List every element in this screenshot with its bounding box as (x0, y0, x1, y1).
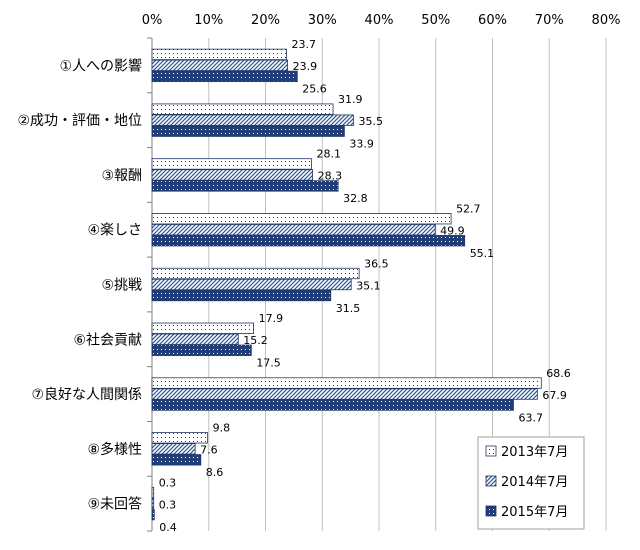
bar (151, 267, 360, 280)
x-tick-label: 0% (142, 13, 163, 28)
bar (151, 114, 354, 126)
data-label: 31.5 (336, 302, 361, 315)
bar (151, 508, 155, 521)
bar (151, 377, 542, 389)
legend-swatch (485, 445, 497, 457)
x-tick-label: 20% (251, 13, 280, 28)
bar (151, 486, 155, 499)
legend-swatch (485, 475, 497, 487)
data-label: 31.9 (338, 93, 363, 106)
bar (151, 278, 352, 291)
x-tick-label: 50% (421, 13, 450, 28)
bar (151, 399, 514, 411)
x-tick-label: 70% (535, 13, 564, 28)
data-label: 28.1 (316, 148, 341, 161)
bar (151, 454, 202, 466)
data-label: 15.2 (243, 334, 268, 347)
legend-label: 2014年7月 (501, 475, 568, 490)
x-tick-label: 40% (365, 13, 394, 28)
data-label: 23.7 (291, 38, 316, 51)
data-label: 52.7 (456, 202, 481, 215)
data-labels: 23.7 23.9 25.6 31.9 35.5 33.9 28.1 28.332.8 52.7… (159, 38, 571, 534)
bar (151, 169, 314, 181)
data-label: 17.5 (256, 357, 281, 370)
data-label: 35.5 (358, 115, 383, 128)
x-tick-label: 30% (308, 13, 337, 28)
bar (151, 180, 339, 192)
bar (151, 497, 155, 510)
data-label: 8.6 (206, 466, 224, 479)
data-label: 35.1 (356, 279, 381, 292)
data-label: 0.3 (159, 498, 177, 511)
bar (151, 432, 209, 444)
legend-label: 2015年7月 (501, 505, 568, 520)
legend: 2013年7月 2014年7月 2015年7月 (477, 436, 585, 530)
bars (151, 48, 542, 521)
bar (151, 289, 332, 302)
bar (151, 213, 452, 225)
bar (151, 322, 254, 334)
data-label: 17.9 (259, 312, 284, 325)
bar (151, 158, 312, 170)
category-label: ②成功・評価・地位 (17, 113, 142, 129)
category-label: ⑦良好な人間関係 (31, 387, 142, 403)
data-label: 68.6 (546, 367, 571, 380)
x-tick-label: 60% (478, 13, 507, 28)
data-label: 0.3 (159, 476, 177, 489)
data-label: 0.4 (159, 521, 177, 534)
data-label: 25.6 (302, 83, 327, 96)
bar (151, 344, 252, 356)
x-tick-label: 10% (194, 13, 223, 28)
data-label: 23.9 (293, 60, 318, 73)
legend-label: 2013年7月 (501, 445, 568, 460)
category-label: ⑤挑戦 (101, 278, 142, 294)
data-label: 36.5 (364, 257, 389, 270)
bar (151, 333, 239, 345)
bar (151, 224, 436, 236)
category-label: ⑨未回答 (87, 496, 142, 513)
data-label: 55.1 (470, 247, 495, 260)
bar (151, 388, 538, 400)
data-label: 63.7 (518, 411, 543, 424)
x-axis-ticks: 0% 10% 20% 30% 40% 50% 60% 70% 80% (142, 13, 621, 28)
data-label: 9.8 (213, 422, 231, 435)
bar (151, 443, 196, 455)
data-label: 28.3 (318, 170, 343, 183)
data-label: 49.9 (440, 224, 465, 237)
category-label: ③報酬 (101, 168, 142, 184)
category-label: ①人への影響 (59, 57, 142, 74)
data-label: 7.6 (200, 444, 218, 457)
legend-swatch (485, 505, 497, 517)
category-label: ⑧多様性 (87, 441, 142, 458)
data-label: 67.9 (542, 389, 567, 402)
category-label: ⑥社会貢献 (73, 332, 142, 348)
category-labels: ①人への影響 ②成功・評価・地位 ③報酬 ④楽しさ ⑤挑戦 ⑥社会貢献 ⑦良好な人間関係 ⑧多… (17, 37, 152, 532)
category-label: ④楽しさ (87, 223, 142, 239)
bar (151, 70, 298, 83)
bar (151, 235, 466, 247)
bar (151, 48, 287, 61)
x-tick-label: 80% (592, 13, 621, 28)
bar (151, 59, 289, 72)
data-label: 33.9 (349, 137, 374, 150)
bar (151, 103, 334, 115)
bar (151, 125, 345, 137)
data-label: 32.8 (343, 192, 368, 205)
